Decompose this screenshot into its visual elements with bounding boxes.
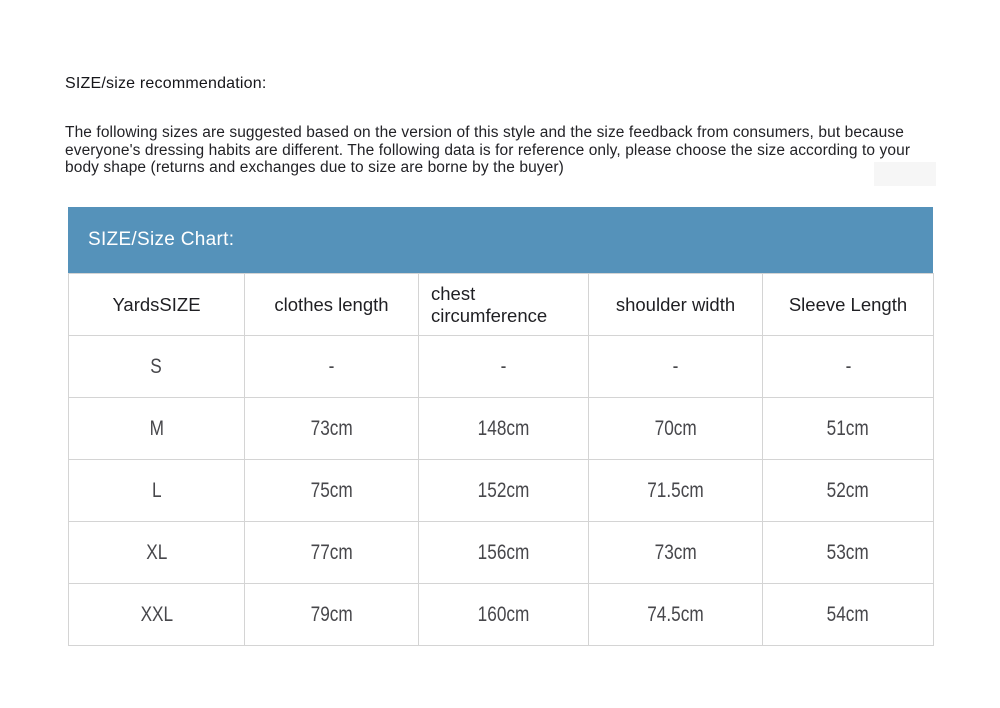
clothes-length-cell: 77cm — [244, 521, 419, 584]
sleeve-length-cell: - — [762, 335, 934, 398]
chest-circumference-cell: 148cm — [418, 397, 589, 460]
size-label: M — [149, 416, 164, 440]
clothes-length-cell: - — [244, 335, 419, 398]
clothes-length-cell: 79cm — [244, 583, 419, 646]
column-header-shoulder-width: shoulder width — [588, 273, 763, 336]
chest-circumference-cell: 160cm — [418, 583, 589, 646]
size-label-cell: M — [68, 397, 245, 460]
shoulder-width-cell: 73cm — [588, 521, 763, 584]
size-label-cell: XXL — [68, 583, 245, 646]
column-header-sleeve-length: Sleeve Length — [762, 273, 934, 336]
faint-watermark-box — [874, 162, 936, 186]
size-label: L — [151, 478, 162, 502]
size-chart-header-bar: SIZE/Size Chart: — [68, 207, 933, 273]
shoulder-width-cell: 71.5cm — [588, 459, 763, 522]
table-header-row: YardsSIZE clothes length chest circumfer… — [68, 273, 934, 336]
size-recommendation-text: The following sizes are suggested based … — [65, 124, 911, 176]
chest-circumference-cell: - — [418, 335, 589, 398]
sleeve-length-cell: 53cm — [762, 521, 934, 584]
table-row-size-l: L 75cm 152cm 71.5cm 52cm — [68, 459, 934, 522]
clothes-length-cell: 73cm — [244, 397, 419, 460]
size-label-cell: L — [68, 459, 245, 522]
table-row-size-xxl: XXL 79cm 160cm 74.5cm 54cm — [68, 583, 934, 646]
shoulder-width-cell: 74.5cm — [588, 583, 763, 646]
column-header-chest-circumference: chest circumference — [418, 273, 589, 336]
page-title: SIZE/size recommendation: — [65, 75, 267, 92]
size-label: XL — [145, 540, 168, 564]
shoulder-width-cell: - — [588, 335, 763, 398]
column-header-clothes-length: clothes length — [244, 273, 419, 336]
clothes-length-cell: 75cm — [244, 459, 419, 522]
column-header-yards-size: YardsSIZE — [68, 273, 245, 336]
sleeve-length-cell: 51cm — [762, 397, 934, 460]
size-label-cell: S — [68, 335, 245, 398]
size-chart-header-title: SIZE/Size Chart: — [88, 229, 235, 250]
sleeve-length-cell: 52cm — [762, 459, 934, 522]
sleeve-length-cell: 54cm — [762, 583, 934, 646]
chest-circumference-cell: 156cm — [418, 521, 589, 584]
size-label: XXL — [140, 602, 173, 626]
shoulder-width-cell: 70cm — [588, 397, 763, 460]
chest-circumference-cell: 152cm — [418, 459, 589, 522]
size-label-cell: XL — [68, 521, 245, 584]
table-row-size-s: S - - - - — [68, 335, 934, 398]
size-chart-table: YardsSIZE clothes length chest circumfer… — [68, 273, 934, 646]
table-row-size-m: M 73cm 148cm 70cm 51cm — [68, 397, 934, 460]
size-label: S — [150, 354, 163, 378]
table-row-size-xl: XL 77cm 156cm 73cm 53cm — [68, 521, 934, 584]
